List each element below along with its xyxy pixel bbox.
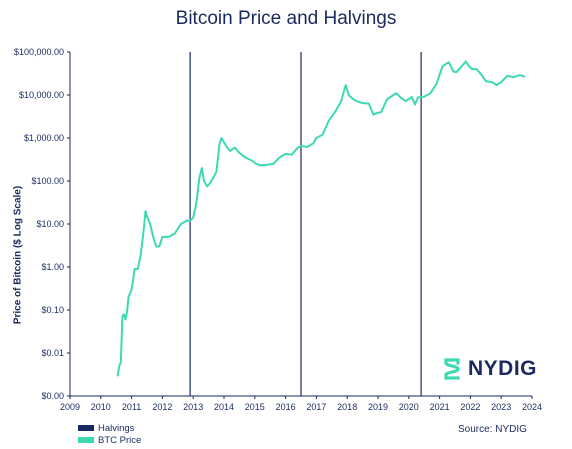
x-tick-label: 2019 <box>368 402 388 412</box>
x-tick-label: 2012 <box>152 402 172 412</box>
y-tick-label: $1,000.00 <box>24 133 64 143</box>
x-tick-label: 2021 <box>430 402 450 412</box>
legend: Halvings BTC Price <box>78 422 141 446</box>
x-tick-label: 2009 <box>60 402 80 412</box>
x-tick-label: 2016 <box>276 402 296 412</box>
legend-swatch-halvings <box>78 425 94 431</box>
legend-label-btc: BTC Price <box>98 434 142 446</box>
x-tick-label: 2018 <box>337 402 357 412</box>
y-tick-label: $100.00 <box>31 176 64 186</box>
chart-title: Bitcoin Price and Halvings <box>175 8 397 29</box>
x-tick-label: 2023 <box>491 402 511 412</box>
x-tick-label: 2022 <box>460 402 480 412</box>
nydig-logo-icon <box>444 358 460 380</box>
x-tick-label: 2013 <box>183 402 203 412</box>
x-tick-label: 2020 <box>399 402 419 412</box>
legend-item-halvings: Halvings <box>78 422 141 434</box>
x-tick-label: 2017 <box>306 402 326 412</box>
y-tick-label: $100,000.00 <box>14 47 64 57</box>
x-tick-label: 2015 <box>245 402 265 412</box>
x-tick-label: 2024 <box>522 402 542 412</box>
x-tick-label: 2014 <box>214 402 234 412</box>
legend-label-halvings: Halvings <box>98 422 135 434</box>
y-tick-label: $10.00 <box>36 219 64 229</box>
nydig-logo-text: NYDIG <box>468 357 538 380</box>
x-tick-label: 2011 <box>122 402 141 412</box>
y-tick-label: $0.00 <box>41 391 64 401</box>
x-tick-label: 2010 <box>91 402 111 412</box>
y-tick-label: $10,000.00 <box>19 90 64 100</box>
legend-swatch-btc <box>78 437 94 443</box>
y-tick-label: $0.10 <box>41 305 64 315</box>
legend-item-btc: BTC Price <box>78 434 141 446</box>
source-note: Source: NYDIG <box>458 424 527 435</box>
nydig-logo: NYDIG <box>440 357 537 381</box>
btc-price-line <box>116 60 526 377</box>
y-tick-label: $1.00 <box>41 262 64 272</box>
y-tick-label: $0.01 <box>41 348 64 358</box>
